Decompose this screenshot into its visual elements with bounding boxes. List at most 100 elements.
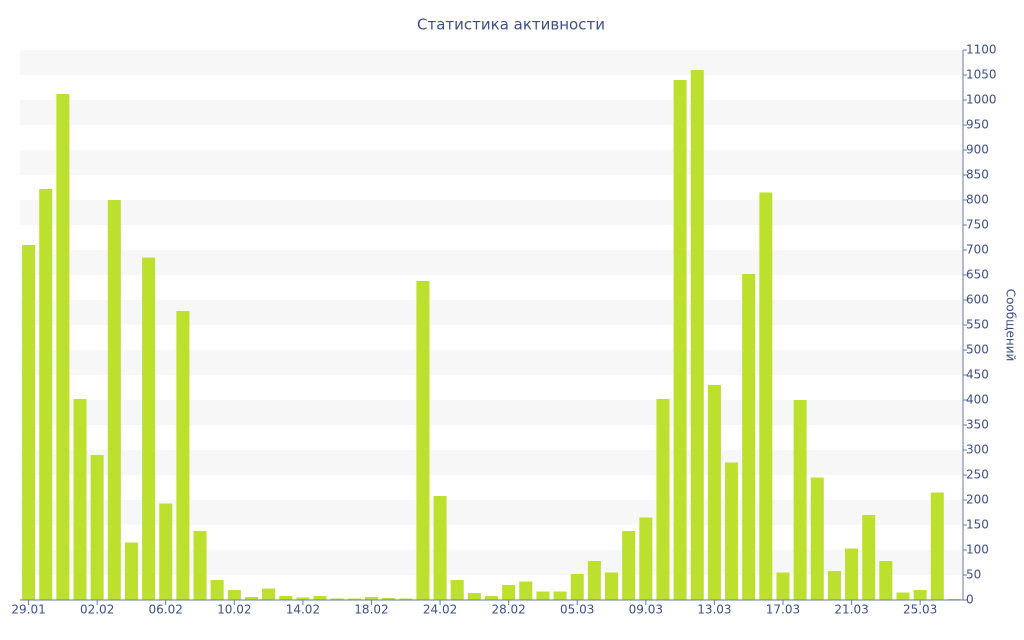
y-tick-label: 900 bbox=[966, 143, 989, 157]
bar bbox=[587, 561, 601, 600]
bar bbox=[673, 80, 687, 600]
bar bbox=[193, 531, 207, 600]
bar bbox=[725, 462, 739, 600]
y-tick-label: 500 bbox=[966, 343, 989, 357]
grid-band bbox=[20, 50, 963, 75]
y-tick-label: 300 bbox=[966, 443, 989, 457]
y-tick-label: 250 bbox=[966, 468, 989, 482]
y-tick-label: 50 bbox=[966, 568, 981, 582]
y-tick-label: 350 bbox=[966, 418, 989, 432]
y-tick-label: 150 bbox=[966, 518, 989, 532]
bar bbox=[90, 455, 104, 600]
bar bbox=[399, 598, 413, 600]
x-tick-label: 21.03 bbox=[834, 603, 868, 617]
bar bbox=[176, 311, 190, 600]
y-tick-label: 0 bbox=[966, 593, 974, 607]
y-tick-label: 1100 bbox=[966, 43, 997, 57]
y-tick-label: 450 bbox=[966, 368, 989, 382]
bar bbox=[605, 572, 619, 600]
bar bbox=[262, 588, 276, 600]
bar bbox=[244, 597, 258, 600]
bar bbox=[296, 597, 310, 600]
grid-band bbox=[20, 150, 963, 175]
bar bbox=[759, 192, 773, 600]
bar bbox=[330, 598, 344, 600]
bar bbox=[845, 548, 859, 600]
x-tick-label: 25.03 bbox=[903, 603, 937, 617]
bar bbox=[433, 496, 447, 600]
bar bbox=[690, 70, 704, 600]
x-tick-label: 05.03 bbox=[560, 603, 594, 617]
y-tick-label: 400 bbox=[966, 393, 989, 407]
bar bbox=[159, 503, 173, 600]
bar bbox=[502, 585, 516, 600]
y-tick-label: 100 bbox=[966, 543, 989, 557]
x-tick-label: 18.02 bbox=[354, 603, 388, 617]
bar bbox=[56, 94, 70, 600]
bar bbox=[519, 581, 533, 600]
y-tick-label: 750 bbox=[966, 218, 989, 232]
y-tick-label: 600 bbox=[966, 293, 989, 307]
bar bbox=[536, 591, 550, 600]
grid-band bbox=[20, 100, 963, 125]
bar bbox=[142, 257, 156, 600]
bar bbox=[364, 597, 378, 600]
y-tick-label: 850 bbox=[966, 168, 989, 182]
grid-band bbox=[20, 200, 963, 225]
x-tick-label: 29.01 bbox=[11, 603, 45, 617]
bar bbox=[73, 399, 87, 600]
bar bbox=[467, 593, 481, 600]
bar bbox=[930, 492, 944, 600]
grid-band bbox=[20, 400, 963, 425]
bar bbox=[656, 399, 670, 600]
bar bbox=[862, 515, 876, 600]
bar bbox=[227, 590, 241, 600]
grid-band bbox=[20, 300, 963, 325]
grid-band bbox=[20, 450, 963, 475]
bar bbox=[39, 189, 53, 600]
y-tick-label: 200 bbox=[966, 493, 989, 507]
bar bbox=[793, 400, 807, 600]
x-tick-label: 02.02 bbox=[80, 603, 114, 617]
x-tick-label: 10.02 bbox=[217, 603, 251, 617]
x-tick-label: 13.03 bbox=[697, 603, 731, 617]
bar bbox=[896, 592, 910, 600]
x-tick-label: 06.02 bbox=[149, 603, 183, 617]
bar bbox=[879, 561, 893, 600]
bar bbox=[570, 574, 584, 600]
bar bbox=[553, 591, 567, 600]
y-tick-label: 950 bbox=[966, 118, 989, 132]
y-tick-label: 550 bbox=[966, 318, 989, 332]
bar bbox=[707, 385, 721, 600]
bar bbox=[22, 245, 36, 600]
bar bbox=[484, 596, 499, 600]
bar bbox=[382, 598, 396, 600]
x-tick-label: 24.02 bbox=[423, 603, 457, 617]
y-tick-label: 1050 bbox=[966, 68, 997, 82]
x-tick-label: 28.02 bbox=[491, 603, 525, 617]
bar bbox=[450, 580, 464, 600]
bar bbox=[827, 571, 841, 600]
bar bbox=[416, 281, 430, 600]
bar bbox=[313, 596, 327, 600]
grid-band bbox=[20, 250, 963, 275]
bar bbox=[347, 598, 361, 600]
y-tick-label: 1000 bbox=[966, 93, 997, 107]
chart-title: Статистика активности bbox=[417, 16, 605, 34]
bar bbox=[913, 590, 927, 600]
grid-band bbox=[20, 350, 963, 375]
x-tick-label: 14.02 bbox=[286, 603, 320, 617]
x-tick-label: 09.03 bbox=[629, 603, 663, 617]
bar bbox=[742, 274, 756, 600]
bar bbox=[622, 531, 636, 600]
bar bbox=[279, 596, 293, 600]
bar bbox=[810, 477, 824, 600]
x-tick-label: 17.03 bbox=[766, 603, 800, 617]
bar bbox=[124, 542, 138, 600]
bar bbox=[210, 580, 224, 600]
y-tick-label: 800 bbox=[966, 193, 989, 207]
y-tick-label: 700 bbox=[966, 243, 989, 257]
bar bbox=[776, 572, 790, 600]
bar bbox=[639, 517, 653, 600]
